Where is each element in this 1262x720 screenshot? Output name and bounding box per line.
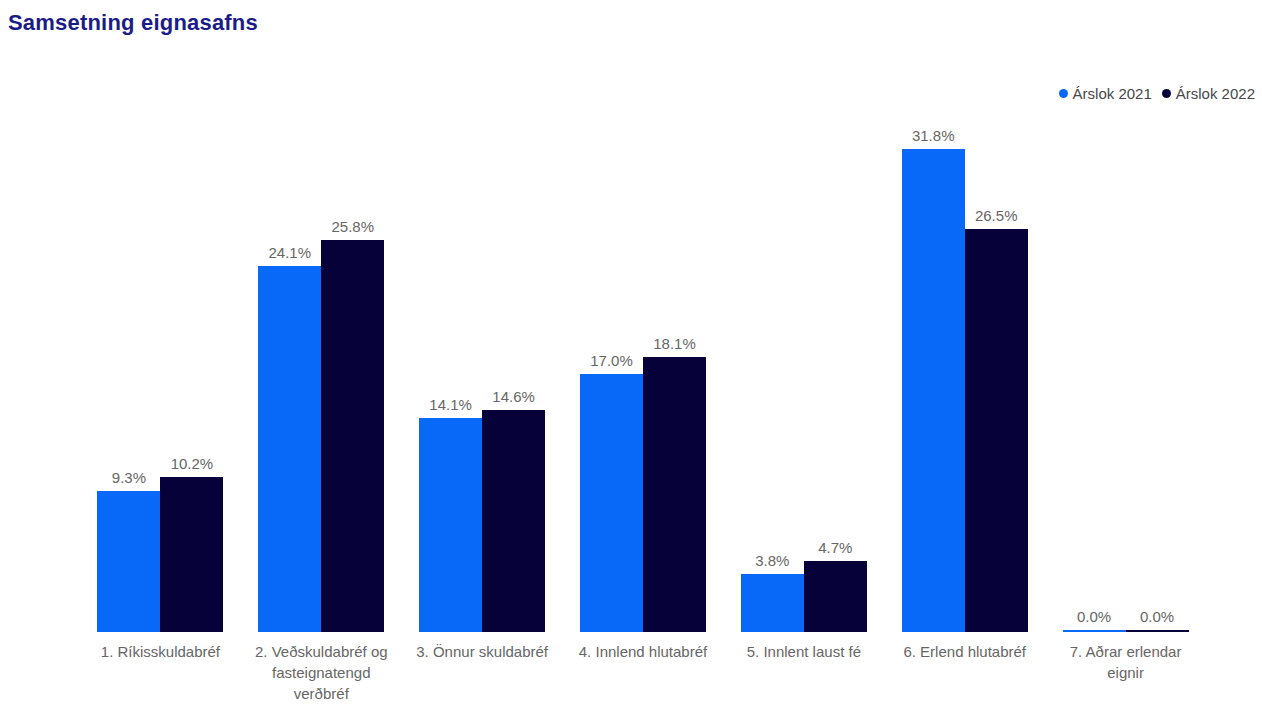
bar-arslok-2022[interactable] (804, 561, 867, 632)
bar-arslok-2022[interactable] (160, 477, 223, 632)
category-label: 3. Önnur skuldabréf (402, 641, 563, 704)
bar-group: 3.8% 4.7% (723, 100, 884, 632)
bar-value-label: 14.1% (429, 396, 472, 413)
category-label: 6. Erlend hlutabréf (884, 641, 1045, 704)
bar-arslok-2021[interactable] (258, 266, 321, 632)
bar-arslok-2021[interactable] (1063, 630, 1126, 632)
bar-value-label: 0.0% (1077, 608, 1111, 625)
bar-group: 31.8% 26.5% (884, 100, 1045, 632)
category-label: 7. Aðrar erlendar eignir (1045, 641, 1206, 704)
category-label: 1. Ríkisskuldabréf (80, 641, 241, 704)
bar-value-label: 24.1% (269, 244, 312, 261)
bar-arslok-2022[interactable] (321, 240, 384, 632)
bar-chart: 9.3% 10.2% 24.1% 25.8% 14.1% 14.6% 17.0% 18.1% 3… (80, 100, 1206, 632)
bar-arslok-2021[interactable] (580, 374, 643, 632)
bar-value-label: 18.1% (653, 335, 696, 352)
bar-value-label: 4.7% (818, 539, 852, 556)
bar-value-label: 26.5% (975, 207, 1018, 224)
bar-value-label: 25.8% (332, 218, 375, 235)
bar-arslok-2022[interactable] (965, 229, 1028, 632)
bar-value-label: 10.2% (171, 455, 214, 472)
category-label: 5. Innlent laust fé (723, 641, 884, 704)
bar-value-label: 14.6% (492, 388, 535, 405)
bar-value-label: 31.8% (912, 127, 955, 144)
bar-group: 14.1% 14.6% (402, 100, 563, 632)
category-axis: 1. Ríkisskuldabréf2. Veðskuldabréf og fa… (80, 641, 1206, 704)
chart-title: Samsetning eignasafns (8, 10, 258, 36)
bar-arslok-2021[interactable] (902, 149, 965, 632)
bar-value-label: 0.0% (1140, 608, 1174, 625)
bar-group: 9.3% 10.2% (80, 100, 241, 632)
bar-arslok-2021[interactable] (97, 491, 160, 632)
bar-value-label: 3.8% (755, 552, 789, 569)
bar-arslok-2022[interactable] (482, 410, 545, 632)
category-label: 2. Veðskuldabréf og fasteignatengd verðb… (241, 641, 402, 704)
bar-arslok-2021[interactable] (741, 574, 804, 632)
legend-marker-icon (1059, 89, 1068, 98)
bar-value-label: 17.0% (590, 352, 633, 369)
bar-arslok-2022[interactable] (643, 357, 706, 632)
bar-arslok-2021[interactable] (419, 418, 482, 632)
bar-value-label: 9.3% (112, 469, 146, 486)
bar-group: 17.0% 18.1% (563, 100, 724, 632)
bar-group: 24.1% 25.8% (241, 100, 402, 632)
report-canvas: Samsetning eignasafns Árslok 2021Árslok … (0, 0, 1262, 720)
category-label: 4. Innlend hlutabréf (563, 641, 724, 704)
bar-group: 0.0% 0.0% (1045, 100, 1206, 632)
bar-arslok-2022[interactable] (1126, 630, 1189, 632)
legend-marker-icon (1162, 89, 1171, 98)
